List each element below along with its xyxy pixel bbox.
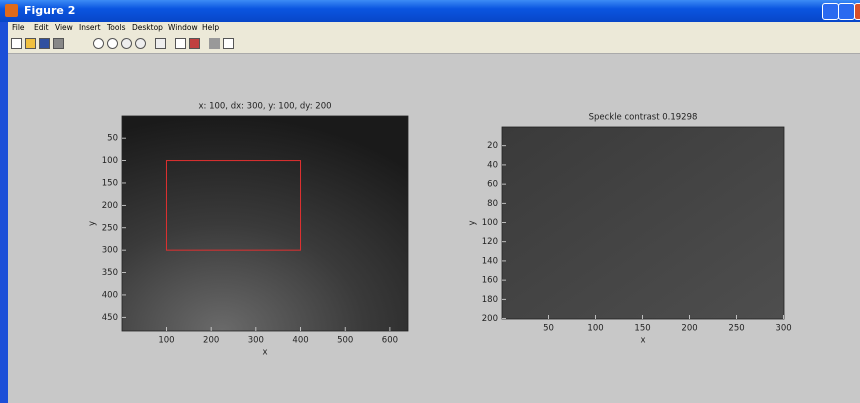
figure-window: Figure 2 FileEditViewInsertToolsDesktopW… [0,0,860,403]
x-tick-label: 250 [728,324,744,334]
y-tick-label: 100 [482,218,498,228]
y-tick-label: 450 [102,313,118,323]
x-tick-label: 300 [775,324,791,334]
x-tick-label: 600 [382,336,398,346]
x-tick-label: 50 [543,324,554,334]
y-tick-label: 150 [102,178,118,188]
x-tick-label: 400 [292,336,308,346]
y-tick-label: 60 [487,180,498,190]
y-tick-label: 100 [102,156,118,166]
plot-area: x: 100, dx: 300, y: 100, dy: 200 x y 100 200… [0,0,860,403]
x-tick-label: 150 [634,324,650,334]
x-tick-label: 200 [203,336,219,346]
x-tick-label: 300 [248,336,264,346]
x-axis-label: x [640,336,645,346]
axes-title: x: 100, dx: 300, y: 100, dy: 200 [198,102,331,112]
x-tick-label: 100 [158,336,174,346]
x-tick-label: 200 [681,324,697,334]
y-tick-label: 40 [487,160,498,170]
x-tick-label: 500 [337,336,353,346]
y-tick-label: 350 [102,268,118,278]
y-tick-label: 250 [102,223,118,233]
y-tick-label: 400 [102,290,118,300]
y-tick-label: 80 [487,199,498,209]
image [502,127,784,319]
y-tick-label: 50 [107,134,118,144]
y-tick-label: 160 [482,276,498,286]
y-tick-label: 180 [482,295,498,305]
image [122,116,408,331]
y-axis-label: y [468,220,478,225]
y-axis-label: y [88,221,98,226]
y-tick-label: 200 [482,314,498,324]
y-tick-label: 200 [102,201,118,211]
y-tick-label: 300 [102,246,118,256]
y-tick-label: 140 [482,256,498,266]
x-axis-label: x [262,348,267,358]
x-tick-label: 100 [587,324,603,334]
y-tick-label: 120 [482,237,498,247]
y-tick-label: 20 [487,141,498,151]
axes-title: Speckle contrast 0.19298 [589,113,698,123]
